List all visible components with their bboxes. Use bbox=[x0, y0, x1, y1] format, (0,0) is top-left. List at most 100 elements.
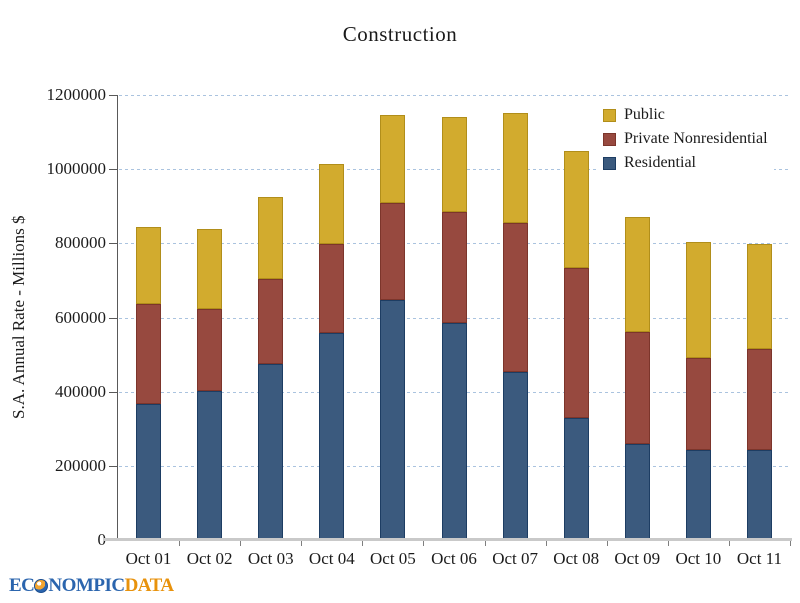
bar-segment-private-nonresidential bbox=[685, 358, 711, 450]
x-tick-label: Oct 08 bbox=[553, 549, 600, 568]
legend-label: Public bbox=[624, 106, 665, 123]
bar-segment-residential bbox=[624, 444, 650, 540]
legend-item: Public bbox=[603, 106, 768, 124]
x-tick bbox=[607, 541, 608, 546]
bar-segment-residential bbox=[319, 333, 345, 540]
bar-segment-residential bbox=[685, 450, 711, 540]
bar-oct-03 bbox=[258, 197, 284, 540]
x-tick bbox=[423, 541, 424, 546]
y-tick-label: 200000 bbox=[55, 455, 106, 475]
bar-oct-11 bbox=[746, 244, 772, 540]
legend-item: Residential bbox=[603, 154, 768, 172]
x-tick bbox=[668, 541, 669, 546]
x-tick-label: Oct 11 bbox=[736, 549, 783, 568]
x-tick-label: Oct 07 bbox=[492, 549, 538, 568]
bar-segment-residential bbox=[197, 391, 223, 540]
category-cell bbox=[607, 95, 668, 540]
bar-oct-01 bbox=[136, 227, 162, 540]
x-tick-label: Oct 03 bbox=[247, 549, 294, 568]
y-tick-label: 1000000 bbox=[46, 159, 107, 179]
legend-label: Residential bbox=[624, 154, 696, 171]
bar-segment-public bbox=[441, 117, 467, 212]
y-tick bbox=[109, 465, 118, 467]
bar-segment-residential bbox=[258, 364, 284, 540]
x-axis-baseline bbox=[103, 538, 792, 541]
bar-segment-public bbox=[258, 197, 284, 279]
category-cell bbox=[668, 95, 729, 540]
x-tick bbox=[729, 541, 730, 546]
category-cell bbox=[240, 95, 301, 540]
x-tick bbox=[301, 541, 302, 546]
y-tick-label: 600000 bbox=[55, 307, 106, 327]
bar-segment-private-nonresidential bbox=[563, 268, 589, 418]
y-tick bbox=[109, 317, 118, 319]
y-tick bbox=[109, 95, 118, 96]
bar-segment-public bbox=[624, 217, 650, 332]
econompicdata-logo: EC NOMPICDATA bbox=[9, 575, 174, 597]
logo-text-middle: NOMPIC bbox=[48, 575, 125, 596]
bar-segment-private-nonresidential bbox=[380, 203, 406, 300]
y-tick-label: 800000 bbox=[55, 233, 106, 253]
bar-segment-private-nonresidential bbox=[136, 304, 162, 404]
x-tick bbox=[362, 541, 363, 546]
x-tick bbox=[240, 541, 241, 546]
x-tick-label: Oct 01 bbox=[125, 549, 172, 568]
legend: Public Private Nonresidential Residential bbox=[597, 97, 774, 181]
y-tick-label: 0 bbox=[97, 530, 107, 549]
bar-segment-public bbox=[136, 227, 162, 304]
bar-segment-residential bbox=[136, 404, 162, 540]
bar-segment-public bbox=[380, 115, 406, 203]
bar-segment-public bbox=[502, 113, 528, 223]
gridline bbox=[119, 95, 790, 96]
bar-segment-private-nonresidential bbox=[197, 309, 223, 391]
category-cell bbox=[301, 95, 362, 540]
bar-segment-private-nonresidential bbox=[746, 349, 772, 450]
x-tick-label: Oct 02 bbox=[186, 549, 233, 568]
y-tick bbox=[109, 169, 118, 171]
bar-segment-residential bbox=[380, 300, 406, 540]
bars-container bbox=[118, 95, 790, 540]
bar-segment-public bbox=[197, 229, 223, 309]
bar-segment-private-nonresidential bbox=[319, 244, 345, 333]
globe-icon bbox=[34, 579, 49, 593]
bar-segment-public bbox=[685, 242, 711, 358]
y-tick-label: 1200000 bbox=[46, 85, 107, 104]
x-tick bbox=[546, 541, 547, 546]
chart-title: Construction bbox=[342, 22, 458, 46]
category-cell bbox=[179, 95, 240, 540]
bar-segment-private-nonresidential bbox=[258, 279, 284, 364]
bar-oct-05 bbox=[380, 115, 406, 540]
bar-oct-10 bbox=[685, 242, 711, 540]
bar-segment-public bbox=[563, 151, 589, 268]
bar-segment-residential bbox=[441, 323, 467, 540]
y-tick-label: 400000 bbox=[55, 381, 106, 401]
y-tick bbox=[109, 243, 118, 245]
bar-segment-private-nonresidential bbox=[502, 223, 528, 372]
category-cell bbox=[485, 95, 546, 540]
x-tick-label: Oct 05 bbox=[370, 549, 416, 568]
legend-swatch bbox=[603, 156, 616, 170]
x-tick-label: Oct 09 bbox=[614, 549, 661, 568]
y-tick bbox=[109, 391, 118, 393]
legend-swatch bbox=[603, 108, 616, 122]
bar-segment-public bbox=[319, 164, 345, 244]
x-tick-label: Oct 06 bbox=[431, 549, 477, 568]
x-tick-labels: Oct 01 Oct 02 Oct 03 Oct 04 Oct 05 Oct 06 Oct … bbox=[118, 549, 790, 569]
logo-text-suffix: DATA bbox=[124, 575, 175, 596]
bar-segment-public bbox=[746, 244, 772, 349]
category-cell bbox=[118, 95, 179, 540]
x-tick bbox=[179, 541, 180, 546]
bar-segment-residential bbox=[746, 450, 772, 540]
bar-oct-02 bbox=[197, 229, 223, 540]
bar-oct-09 bbox=[624, 217, 650, 540]
category-cell bbox=[423, 95, 484, 540]
legend-swatch bbox=[603, 132, 616, 146]
bar-segment-private-nonresidential bbox=[441, 212, 467, 323]
legend-label: Private Nonresidential bbox=[624, 130, 768, 147]
bar-oct-06 bbox=[441, 117, 467, 540]
bar-segment-residential bbox=[563, 418, 589, 540]
x-tick-label: Oct 10 bbox=[675, 549, 722, 568]
bar-segment-private-nonresidential bbox=[624, 332, 650, 444]
x-tick-label: Oct 04 bbox=[308, 549, 355, 568]
